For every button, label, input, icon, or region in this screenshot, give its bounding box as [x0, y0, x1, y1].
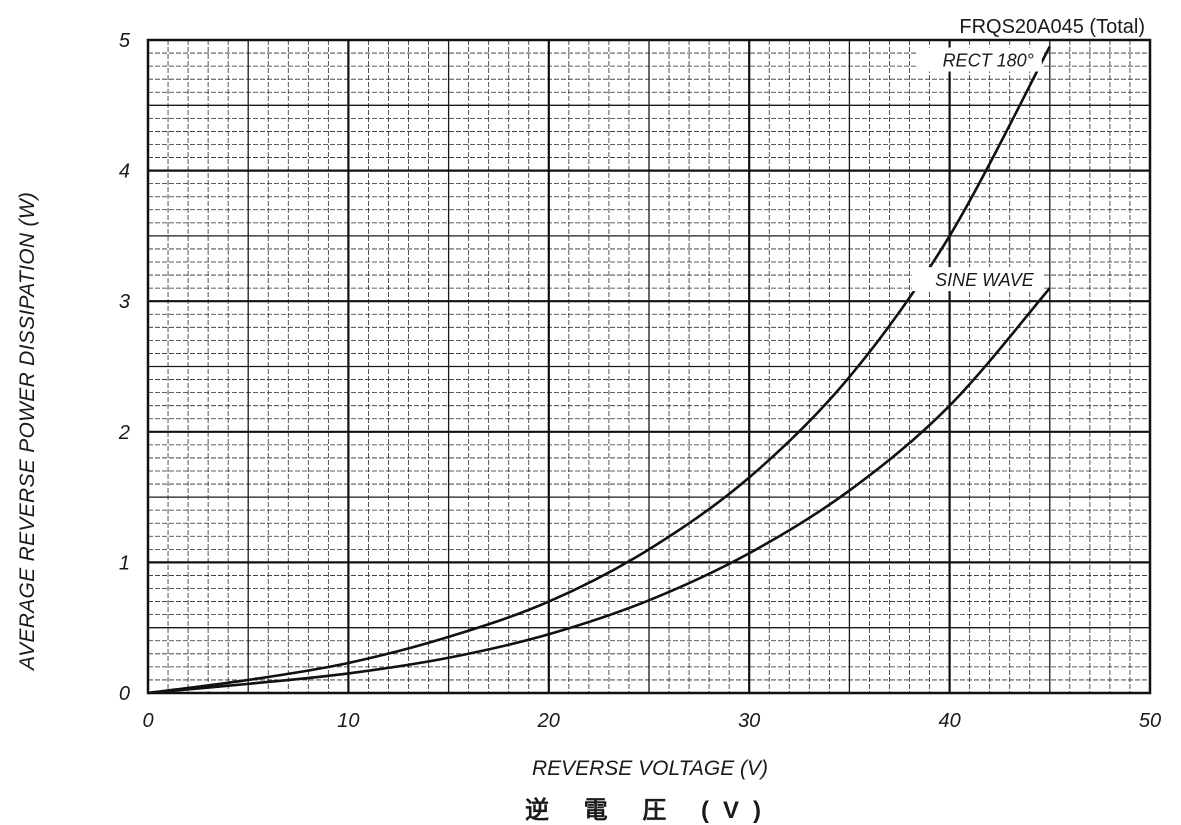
series-line-sine-wave	[147, 287, 1051, 695]
series-label-bg	[911, 267, 1042, 292]
x-tick-label: 40	[938, 710, 960, 732]
x-axis-label: REVERSE VOLTAGE (V)	[531, 757, 769, 780]
y-tick-label: 0	[119, 683, 130, 705]
x-tick-label: 0	[142, 710, 153, 732]
y-tick-label: 1	[119, 552, 130, 574]
plot-frame	[146, 38, 1152, 695]
x-tick-label: 30	[738, 710, 760, 732]
series-label-bg	[917, 47, 1042, 72]
x-tick-label: 10	[337, 710, 359, 732]
chart-title: FRQS20A045 (Total)	[959, 16, 1145, 38]
series-label-sine-wave: SINE WAVE	[935, 270, 1035, 290]
series-label-rect-180: RECT 180°	[943, 51, 1034, 71]
y-tick-label: 5	[119, 30, 131, 52]
y-axis-label: AVERAGE REVERSE POWER DISSIPATION (W)	[16, 191, 39, 670]
y-tick-label: 4	[119, 161, 130, 183]
x-axis-label-secondary: 逆 電 圧 (V)	[525, 797, 775, 824]
mid-grid	[148, 40, 1150, 693]
y-tick-label: 2	[118, 422, 130, 444]
x-tick-label: 20	[537, 710, 560, 732]
major-grid	[148, 40, 1150, 693]
y-tick-label: 3	[119, 291, 130, 313]
x-tick-label: 50	[1139, 710, 1161, 732]
